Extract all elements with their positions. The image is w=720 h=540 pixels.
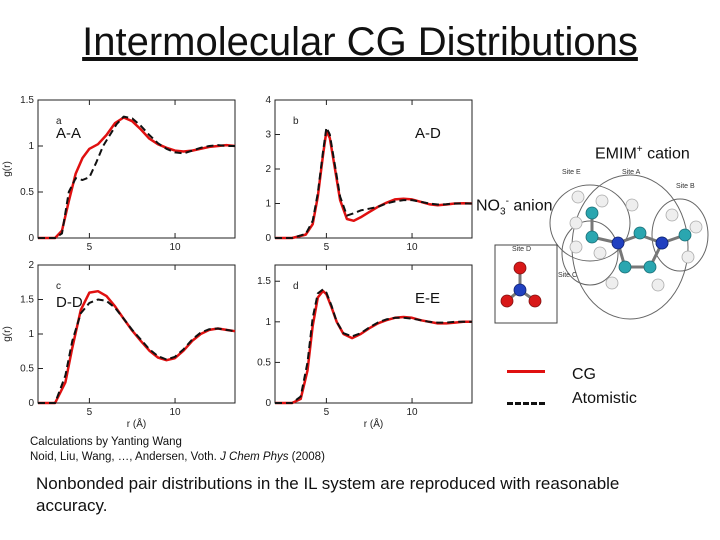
y-tick-label: 0 (28, 233, 34, 244)
site-b-circle (651, 198, 709, 272)
pair-label: A-A (56, 125, 81, 142)
legend-cg-swatch (507, 370, 545, 373)
x-tick-label: 5 (324, 407, 330, 418)
rdf-panel-b: 5 10 0 1 2 3 4 b A-D (265, 95, 473, 253)
y-tick-label: 1 (265, 199, 271, 210)
pair-label: A-D (415, 125, 441, 142)
site-e-label: Site E (562, 169, 581, 176)
y-tick-label: 0 (265, 233, 271, 244)
rdf-panel-c: 5 10 0 0.5 1 1.5 2 g(r) r (Å) c D-D (2, 260, 236, 430)
atomistic-curve (38, 298, 236, 404)
x-tick-label: 5 (324, 242, 330, 253)
atomistic-curve (38, 115, 235, 239)
legend-atomistic-label: Atomistic (572, 390, 637, 407)
journal-name: J Chem Phys (220, 451, 289, 463)
site-a-ellipse (571, 174, 689, 320)
site-d-box (494, 244, 558, 324)
site-c-circle (561, 220, 619, 286)
site-b-label: Site B (676, 183, 695, 190)
x-tick-label: 5 (87, 407, 93, 418)
x-axis-label: r (Å) (364, 417, 383, 430)
plot-frame (37, 99, 236, 239)
y-tick-label: 1.5 (257, 276, 271, 287)
y-tick-label: 1 (28, 329, 34, 340)
cation-label: EMIM+ cation (595, 144, 690, 163)
y-tick-label: 1 (28, 141, 34, 152)
anion-label: NO3- anion (476, 196, 553, 218)
y-axis-label: g(r) (2, 161, 13, 177)
y-axis-label: g(r) (2, 326, 13, 342)
panel-letter: d (293, 281, 299, 292)
y-tick-label: 4 (265, 95, 271, 106)
y-tick-label: 0 (28, 398, 34, 409)
panel-letter: a (56, 116, 62, 127)
atomistic-curve (275, 288, 472, 404)
panel-letter: c (56, 281, 61, 292)
y-tick-label: 0.5 (20, 187, 34, 198)
rdf-panel-d: 5 10 0 0.5 1 1.5 r (Å) d E-E (257, 264, 473, 430)
credit-line-1: Calculations by Yanting Wang (30, 436, 182, 448)
y-tick-label: 2 (28, 260, 34, 271)
y-tick-label: 0 (265, 398, 271, 409)
panel-letter: b (293, 116, 299, 127)
site-e-circle (549, 184, 631, 262)
x-tick-label: 10 (169, 242, 181, 253)
y-tick-label: 1 (265, 317, 271, 328)
site-a-label: Site A (622, 169, 641, 176)
slide-title: Intermolecular CG Distributions (82, 20, 638, 64)
x-tick-label: 5 (87, 242, 93, 253)
plot-frame (274, 264, 473, 404)
plot-frame (274, 99, 473, 239)
rdf-panel-a: 5 10 0 0.5 1 1.5 g(r) aA-A (2, 95, 236, 253)
x-tick-label: 10 (406, 242, 418, 253)
y-tick-label: 1.5 (20, 295, 34, 306)
y-tick-label: 2 (265, 164, 271, 175)
legend-cg-label: CG (572, 366, 596, 383)
atomistic-curve (275, 126, 472, 239)
legend-atomistic-swatch (507, 402, 545, 405)
y-tick-label: 0.5 (20, 364, 34, 375)
y-tick-label: 0.5 (257, 357, 271, 368)
y-tick-label: 1.5 (20, 95, 34, 106)
credit-line-2: Noid, Liu, Wang, …, Andersen, Voth. J Ch… (30, 451, 325, 463)
site-c-label: Site C (558, 272, 577, 279)
pair-label: D-D (56, 294, 83, 311)
x-axis-label: r (Å) (127, 417, 146, 430)
emim-no3-molecule-diagram: Site E Site A Site B Site C Site D (494, 169, 709, 324)
summary-text: Nonbonded pair distributions in the IL s… (36, 474, 620, 515)
y-tick-label: 3 (265, 130, 271, 141)
pair-label: E-E (415, 290, 440, 307)
x-tick-label: 10 (169, 407, 181, 418)
site-d-label: Site D (512, 246, 531, 253)
x-tick-label: 10 (406, 407, 418, 418)
